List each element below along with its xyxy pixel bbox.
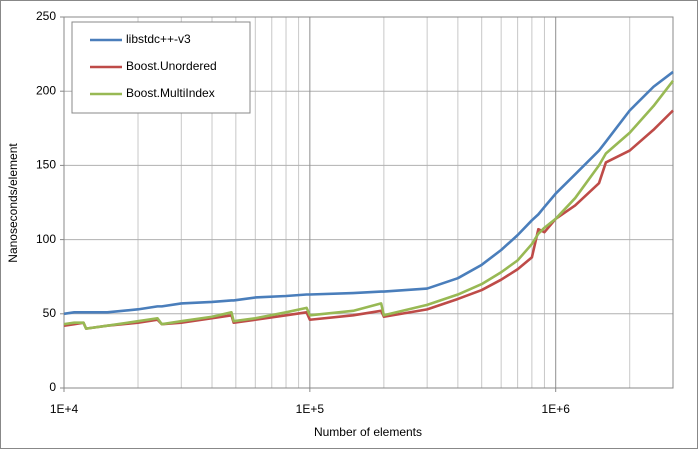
legend-label: Boost.Unordered xyxy=(126,59,217,73)
x-tick-label: 1E+4 xyxy=(50,402,79,416)
series-line xyxy=(63,109,674,330)
x-tick-label: 1E+6 xyxy=(542,402,571,416)
plot-frame xyxy=(63,16,674,389)
series-line xyxy=(63,80,675,330)
x-axis-label: Number of elements xyxy=(314,425,422,439)
series-line xyxy=(63,70,674,316)
y-tick-label: 200 xyxy=(36,83,56,97)
y-tick-label: 50 xyxy=(43,306,57,320)
y-tick-label: 250 xyxy=(36,9,56,23)
y-tick-label: 0 xyxy=(49,380,56,394)
legend-label: Boost.MultiIndex xyxy=(126,86,215,100)
y-tick-label: 100 xyxy=(36,232,56,246)
y-axis-label: Nanoseconds/element xyxy=(6,143,20,263)
y-tick-label: 150 xyxy=(36,158,56,172)
legend-box xyxy=(71,21,251,114)
legend-label: libstdc++-v3 xyxy=(126,32,191,46)
x-tick-label: 1E+5 xyxy=(296,402,325,416)
